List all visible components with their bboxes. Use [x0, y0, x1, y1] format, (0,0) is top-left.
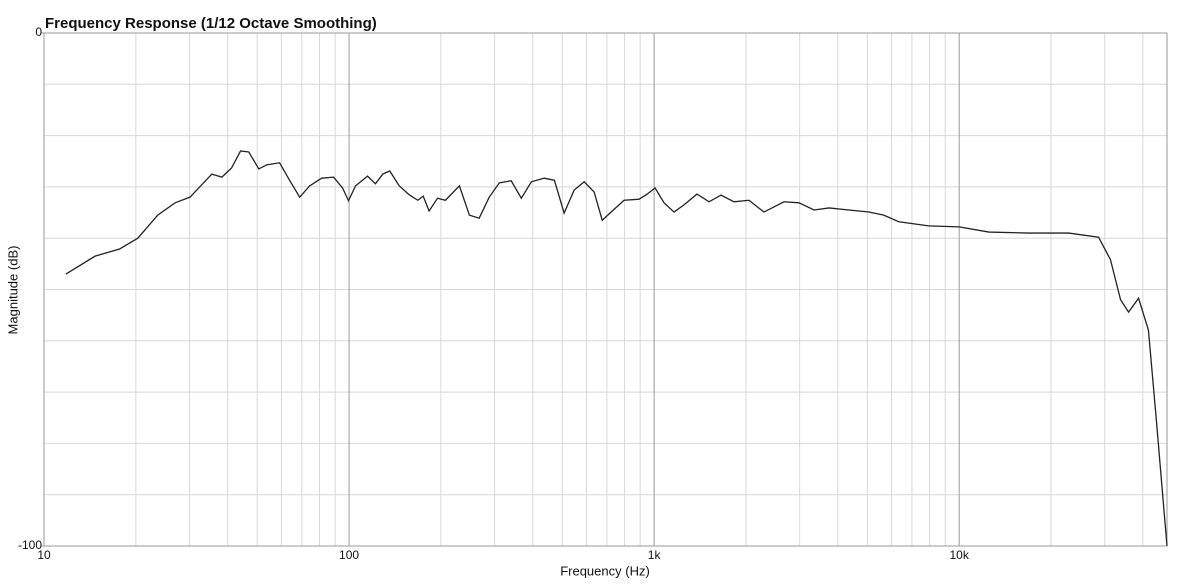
y-tick-label: -100: [18, 538, 42, 552]
y-tick-label: 0: [35, 25, 42, 39]
chart-title: Frequency Response (1/12 Octave Smoothin…: [45, 15, 377, 32]
response-line: [65, 150, 1168, 547]
plot-frame: [43, 32, 1168, 547]
x-tick-label: 10: [37, 548, 51, 562]
x-tick-label: 1k: [648, 548, 662, 562]
x-tick-label: 10k: [950, 548, 970, 562]
y-axis-label: Magnitude (dB): [5, 246, 20, 335]
x-axis-label: Frequency (Hz): [560, 563, 650, 578]
x-tick-label: 100: [339, 548, 359, 562]
